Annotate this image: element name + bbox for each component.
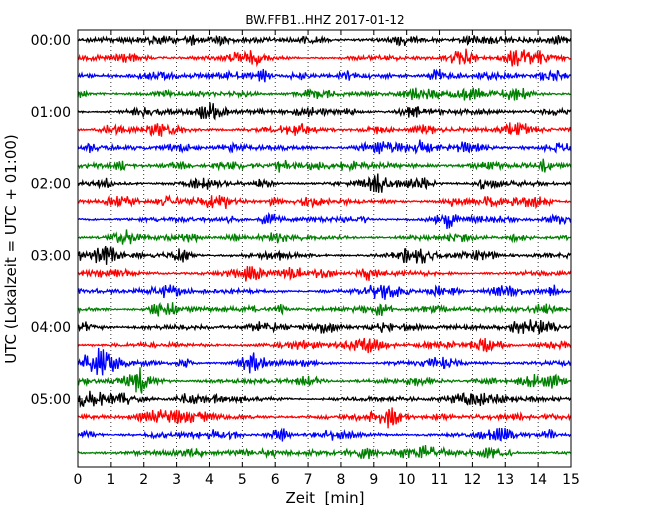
y-tick-label: 02:00 [31,177,71,193]
trace-0215 [77,194,571,210]
x-tick-label: 12 [463,472,481,488]
trace-0345 [77,301,572,317]
x-tick-label: 7 [304,472,313,488]
trace-0330 [77,284,572,300]
y-axis-label: UTC (Lokalzeit = UTC + 01:00) [2,134,20,364]
x-tick-label: 6 [271,472,280,488]
y-tick-label: 05:00 [31,392,71,408]
x-axis-label: Zeit [min] [285,489,364,507]
x-tick-label: 0 [74,472,83,488]
x-tick-label: 13 [496,472,514,488]
trace-0315 [77,266,572,282]
trace-0545 [77,445,572,460]
trace-0400 [77,319,572,335]
seismogram-traces [77,34,572,460]
trace-0530 [77,427,572,442]
trace-0000 [77,34,572,47]
trace-0015 [77,48,572,68]
y-tick-label: 01:00 [31,105,71,121]
trace-0430 [77,347,572,376]
trace-0045 [77,87,572,101]
axis-ticks: 0 1 2 3 4 5 6 7 8 9 10 11 12 13 14 1500:0001:0002:0003:… [31,30,580,488]
x-tick-label: 15 [562,472,580,488]
trace-0300 [77,245,572,265]
trace-0200 [77,173,571,193]
trace-0130 [77,139,572,155]
trace-0145 [77,158,572,173]
trace-0100 [77,102,572,121]
trace-0515 [77,407,572,429]
x-tick-label: 5 [238,472,247,488]
y-tick-label: 03:00 [31,248,71,264]
trace-0445 [77,367,572,394]
trace-0230 [77,211,572,229]
trace-0500 [77,390,572,409]
y-tick-label: 00:00 [31,33,71,49]
x-tick-label: 14 [529,472,547,488]
chart-title: BW.FFB1..HHZ 2017-01-12 [245,13,404,27]
trace-0030 [77,68,572,83]
trace-0245 [77,229,572,245]
x-tick-label: 3 [172,472,181,488]
x-tick-label: 1 [106,472,115,488]
trace-0115 [77,121,572,138]
plot-frame [77,29,572,468]
x-tick-label: 11 [431,472,449,488]
x-tick-label: 8 [336,472,345,488]
x-tick-label: 9 [369,472,378,488]
trace-0415 [77,337,572,354]
x-tick-label: 2 [139,472,148,488]
x-tick-label: 4 [205,472,214,488]
y-tick-label: 04:00 [31,320,71,336]
x-tick-label: 10 [398,472,416,488]
